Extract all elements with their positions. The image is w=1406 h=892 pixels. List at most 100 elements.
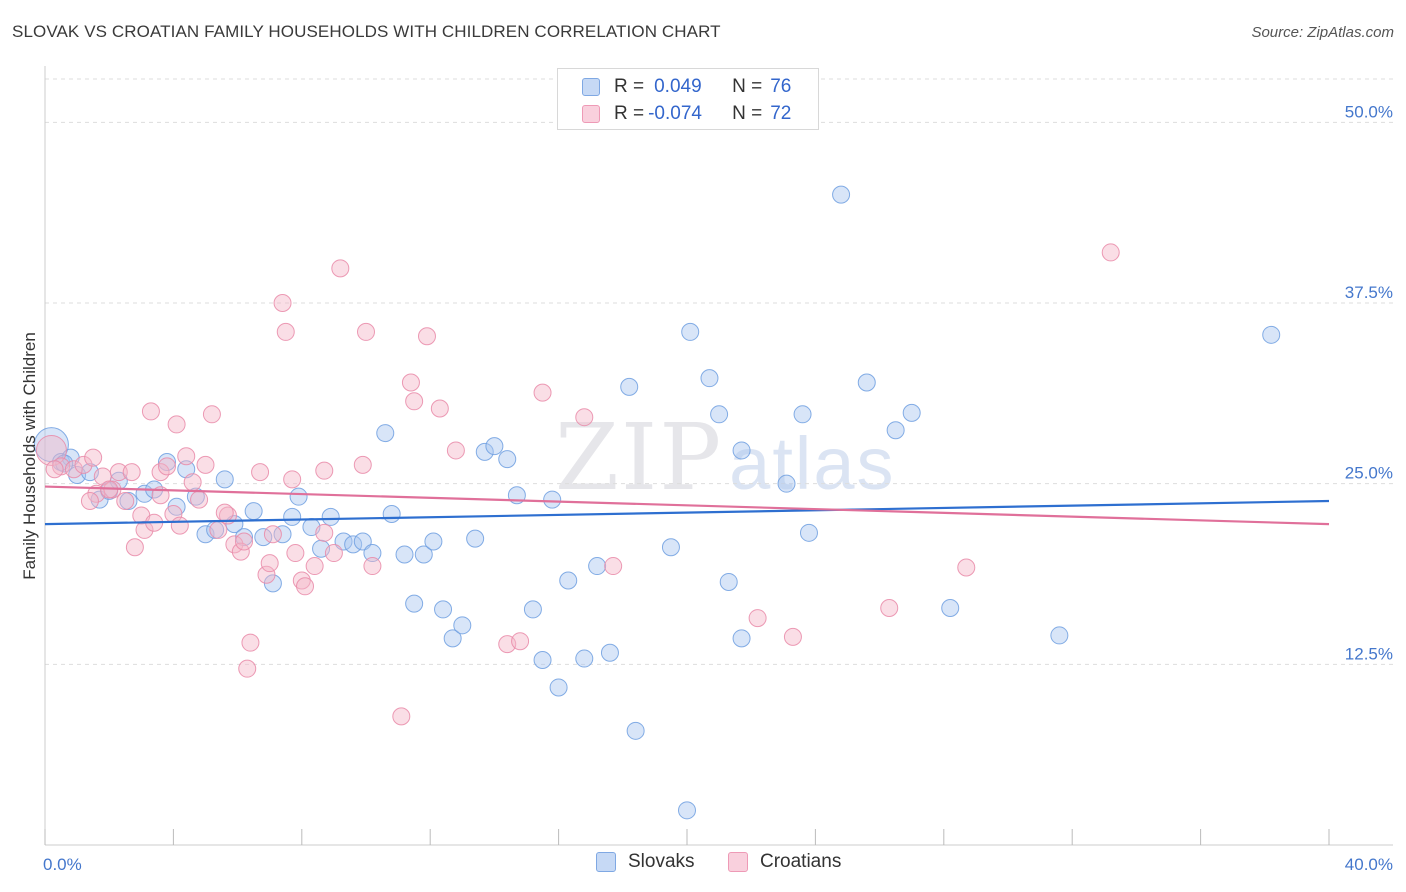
croatians-legend-swatch	[728, 852, 748, 872]
croatian-point	[80, 492, 99, 511]
croatian-point	[533, 383, 552, 402]
slovak-point	[857, 373, 876, 392]
croatian-point	[263, 525, 282, 544]
croatian-point	[315, 523, 334, 542]
croatian-point	[241, 633, 260, 652]
slovak-point	[626, 721, 645, 740]
x-tick-label: 0.0%	[43, 855, 82, 874]
croatian-point	[305, 557, 324, 576]
grid-lines	[45, 78, 1393, 665]
y-axis-label: Family Households with Children	[20, 332, 39, 580]
y-tick-label: 12.5%	[1345, 644, 1393, 663]
legend-label-croatians: Croatians	[760, 851, 842, 872]
slovak-point	[382, 505, 401, 524]
croatian-point	[64, 460, 83, 479]
croatian-point	[257, 565, 276, 584]
croatian-point	[235, 532, 254, 551]
croatian-point	[405, 392, 424, 411]
slovak-point	[1050, 626, 1069, 645]
slovak-point	[353, 532, 372, 551]
croatian-point	[446, 441, 465, 460]
slovak-point	[414, 545, 433, 564]
slovak-point	[498, 450, 517, 469]
slovak-point	[215, 470, 234, 489]
croatian-point	[604, 557, 623, 576]
croatian-point	[231, 542, 250, 561]
croatian-point	[177, 447, 196, 466]
stats-n-value: 76	[770, 76, 792, 97]
croatian-point	[84, 448, 103, 467]
slovak-point	[902, 403, 921, 422]
croatian-point	[748, 609, 767, 628]
croatian-point	[331, 259, 350, 278]
slovak-point	[1262, 325, 1281, 344]
stats-r-value: 0.049	[654, 76, 702, 97]
croatian-point	[202, 405, 221, 424]
croatian-point	[1101, 243, 1120, 262]
stats-r-label: R =	[614, 103, 645, 124]
slovak-point	[453, 616, 472, 635]
croatian-point	[417, 327, 436, 346]
slovak-point	[321, 507, 340, 526]
slovak-point	[485, 437, 504, 456]
croatian-point	[196, 455, 215, 474]
slovak-point	[793, 405, 812, 424]
croatian-point	[209, 520, 228, 539]
croatian-point	[575, 408, 594, 427]
slovak-point	[235, 528, 254, 547]
croatian-trend-line	[44, 485, 1330, 526]
slovak-point	[289, 487, 308, 506]
croatian-point	[283, 470, 302, 489]
stats-row-croatians: R = -0.074 N = 72	[582, 101, 791, 127]
legend-item-croatians[interactable]: Croatians	[728, 851, 841, 873]
croatian-point	[401, 373, 420, 392]
slovak-point	[710, 405, 729, 424]
croatian-point	[157, 457, 176, 476]
croatian-point	[357, 322, 375, 341]
croatian-point	[353, 455, 372, 474]
axes	[44, 66, 1393, 846]
croatian-point	[183, 473, 202, 492]
croatian-point	[122, 463, 141, 482]
data-points	[33, 185, 1281, 820]
croatian-point	[392, 707, 411, 726]
croatian-point	[296, 577, 315, 596]
slovak-point	[523, 600, 542, 619]
slovak-point	[395, 545, 414, 564]
legend-item-slovaks[interactable]: Slovaks	[596, 851, 695, 873]
croatian-point	[260, 554, 279, 573]
slovak-point	[363, 544, 382, 563]
slovak-point	[543, 490, 562, 509]
slovak-point	[549, 678, 568, 697]
slovak-point	[424, 532, 443, 551]
slovak-point	[600, 643, 619, 662]
croatian-point	[141, 402, 160, 421]
slovaks-swatch	[582, 78, 600, 96]
watermark: ZIPatlas	[555, 404, 895, 511]
slovak-point	[533, 651, 552, 670]
slovak-point	[283, 507, 302, 526]
slovak-point	[719, 572, 738, 591]
watermark-zip: ZIP	[555, 404, 724, 511]
croatian-point	[109, 463, 128, 482]
y-tick-label: 25.0%	[1345, 464, 1393, 483]
stats-legend: R = 0.049 N = 76 R = -0.074 N = 72	[557, 68, 819, 130]
slovak-point	[678, 801, 696, 820]
slovak-point	[681, 322, 700, 341]
croatian-point	[190, 490, 209, 509]
slovak-point	[475, 442, 494, 461]
slovak-point	[832, 185, 851, 204]
croatian-point	[430, 399, 449, 418]
chart-source: Source: ZipAtlas.com	[1251, 24, 1394, 41]
slovak-point	[157, 453, 176, 471]
croatian-point	[238, 659, 257, 678]
croatian-point	[273, 294, 292, 313]
slovak-point	[376, 424, 395, 443]
slovak-point	[559, 571, 578, 590]
slovak-point	[575, 649, 594, 668]
croatian-point	[116, 492, 135, 511]
slovak-point	[466, 529, 485, 548]
slovak-point	[244, 502, 263, 521]
slovak-point	[273, 525, 292, 544]
